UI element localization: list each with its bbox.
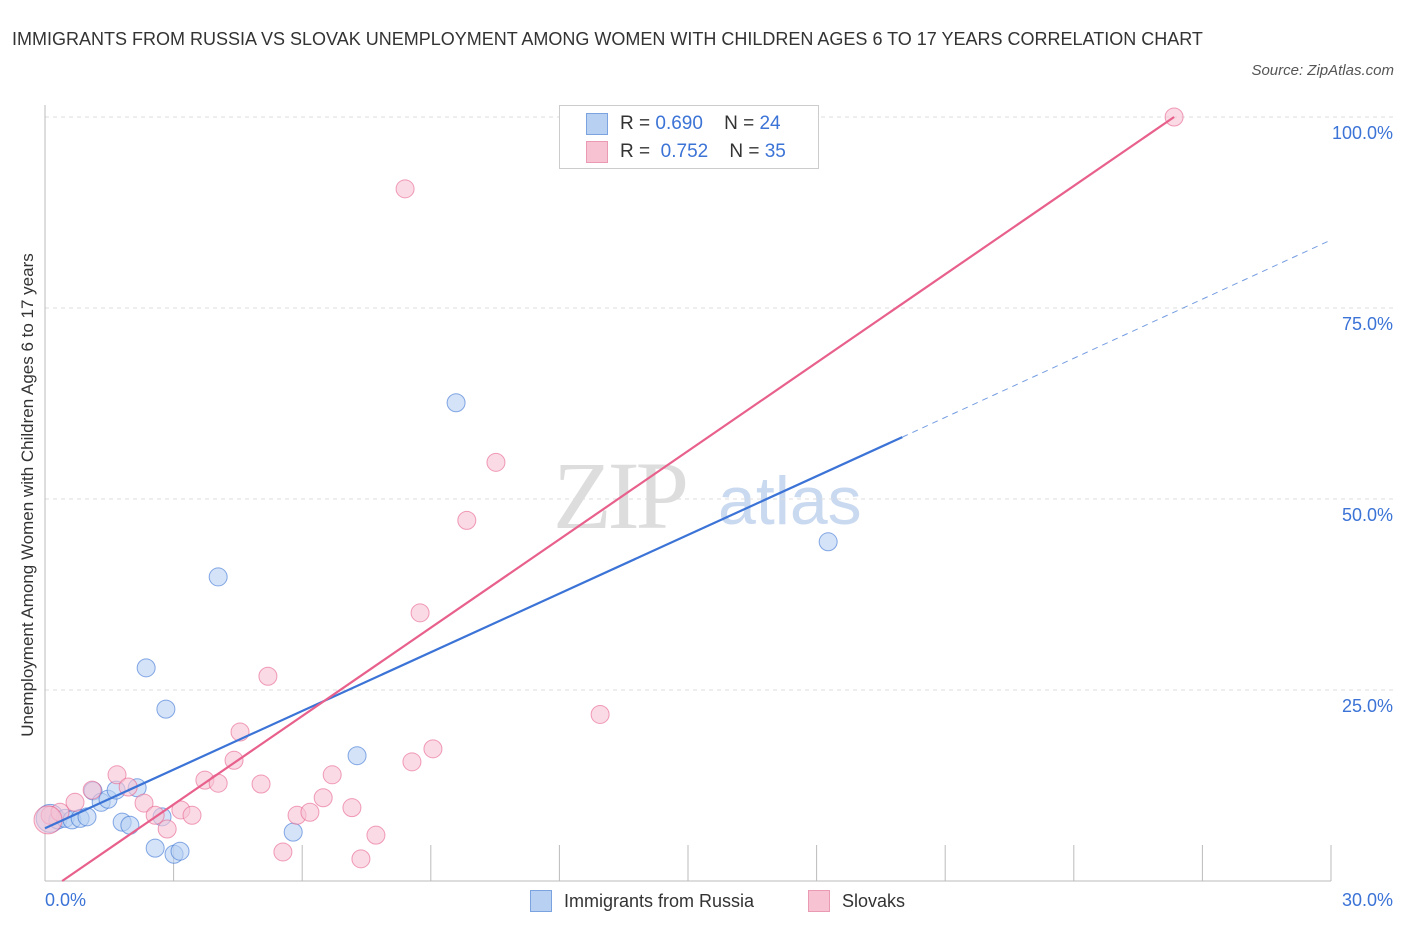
data-point (251, 774, 271, 794)
data-point (423, 739, 443, 759)
legend-label: Slovaks (842, 890, 906, 911)
data-point (590, 704, 610, 724)
legend-label: Immigrants from Russia (564, 890, 755, 911)
watermark-atlas: atlas (718, 463, 862, 539)
data-point (77, 807, 97, 827)
n-value: 24 (759, 113, 781, 134)
data-point (134, 793, 154, 813)
stats-legend: R = 0.690 N = 24 R = 0.752 N = 35 (559, 105, 819, 169)
data-point (170, 841, 190, 861)
data-point (313, 788, 333, 808)
data-point (258, 666, 278, 686)
data-point (120, 815, 140, 835)
legend-row-russia: R = 0.690 N = 24 (586, 112, 781, 136)
n-label: N = (729, 141, 760, 162)
data-point (82, 780, 102, 800)
data-point (283, 822, 303, 842)
n-label: N = (724, 113, 755, 134)
legend-swatch (530, 890, 552, 912)
data-point (33, 805, 63, 835)
legend-swatch (586, 141, 608, 163)
x-tick-label: 0.0% (45, 890, 87, 910)
trend-line-extension (902, 239, 1332, 438)
legend-swatch (586, 113, 608, 135)
data-point (347, 746, 367, 766)
r-value: 0.690 (655, 113, 703, 134)
y-tick-label: 25.0% (1341, 696, 1393, 716)
chart-source: Source: ZipAtlas.com (1251, 62, 1394, 79)
data-point (107, 765, 127, 785)
data-point (486, 452, 506, 472)
data-point (446, 393, 466, 413)
legend-item-russia: Immigrants from Russia (530, 890, 754, 912)
data-point (402, 752, 422, 772)
x-tick-label: 30.0% (1341, 890, 1393, 910)
y-tick-label: 100.0% (1331, 123, 1393, 143)
data-point (366, 825, 386, 845)
chart-title: IMMIGRANTS FROM RUSSIA VS SLOVAK UNEMPLO… (12, 29, 1203, 49)
data-point (322, 765, 342, 785)
r-label: R = (620, 113, 651, 134)
data-point (273, 842, 293, 862)
legend-item-slovaks: Slovaks (808, 890, 905, 912)
data-point (342, 798, 362, 818)
trend-line (44, 436, 903, 830)
y-tick-label: 75.0% (1341, 314, 1393, 334)
data-point (457, 510, 477, 530)
r-value: 0.752 (660, 141, 709, 162)
legend-swatch (808, 890, 830, 912)
data-point (157, 819, 177, 839)
data-point (818, 532, 838, 552)
data-point (145, 838, 165, 858)
data-point (300, 802, 320, 822)
data-point (351, 849, 371, 869)
data-point (208, 567, 228, 587)
legend-row-slovaks: R = 0.752 N = 35 (586, 140, 786, 164)
data-point (65, 792, 85, 812)
y-tick-label: 50.0% (1341, 505, 1393, 525)
r-label: R = (620, 141, 651, 162)
trend-line (61, 116, 1175, 882)
n-value: 35 (764, 141, 786, 162)
watermark-zip: ZIP (553, 442, 689, 549)
data-point (156, 699, 176, 719)
data-point (395, 179, 415, 199)
data-point (136, 658, 156, 678)
data-point (182, 805, 202, 825)
data-point (410, 603, 430, 623)
